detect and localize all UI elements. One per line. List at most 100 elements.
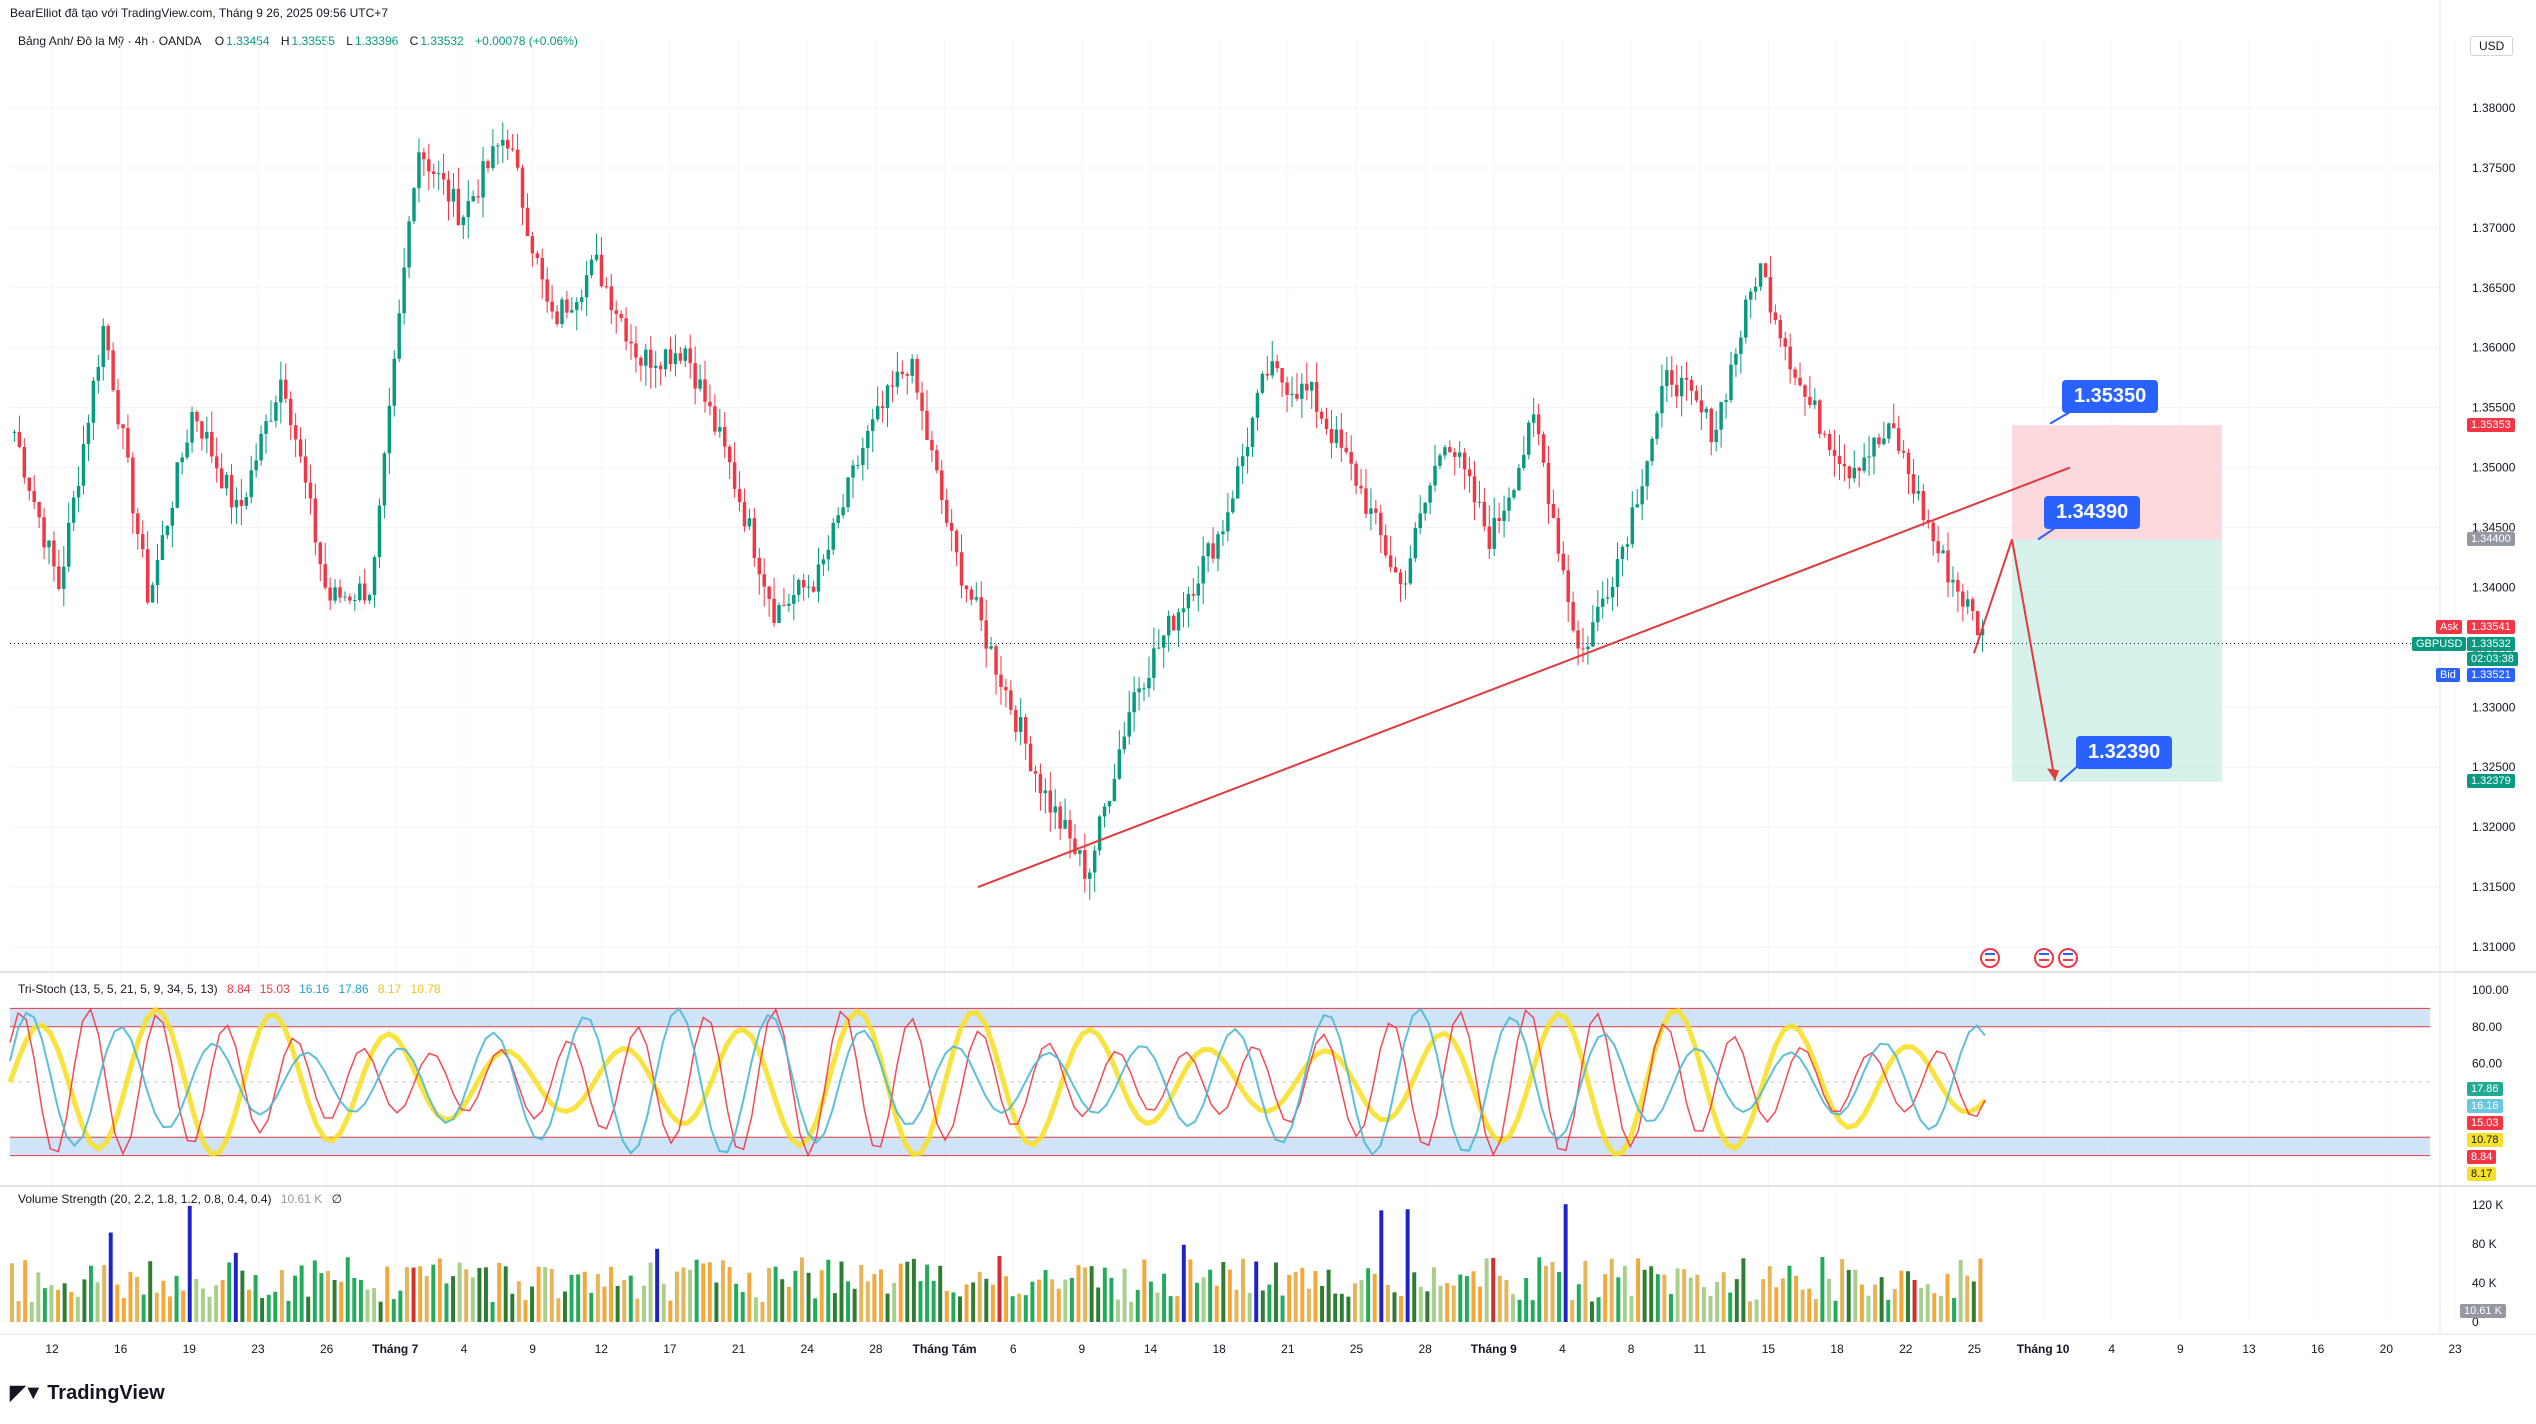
candle-body: [851, 465, 855, 478]
candle-body: [1911, 474, 1916, 494]
stop-callout[interactable]: 1.35350: [2062, 380, 2159, 413]
volume-bar: [457, 1262, 462, 1322]
currency-button[interactable]: USD: [2470, 36, 2514, 56]
candle-body: [732, 462, 737, 489]
candle-body: [1674, 384, 1679, 397]
candle-body: [1290, 393, 1294, 395]
candle-body: [1536, 414, 1541, 435]
candle-body: [1285, 382, 1289, 395]
volume-bar: [1201, 1277, 1206, 1322]
volume-bar: [944, 1290, 949, 1322]
legend-ohlc[interactable]: Bảng Anh/ Đô la Mỹ · 4h · OANDA O 1.33454…: [18, 34, 586, 48]
volume-bar: [1043, 1270, 1048, 1322]
volume-bar: [628, 1275, 633, 1322]
time-axis-label: 12: [595, 1342, 609, 1356]
candle-body: [1014, 709, 1018, 732]
candle-body: [1867, 456, 1871, 458]
candle-body: [101, 325, 105, 368]
volume-bar: [1359, 1280, 1364, 1322]
candle-body: [787, 603, 791, 606]
volume-bar: [898, 1263, 903, 1322]
stoch-value-1: 8.84: [227, 982, 251, 996]
candle-body: [37, 502, 41, 518]
volume-axis-label: 0: [2472, 1315, 2479, 1329]
volume-bar: [1096, 1287, 1101, 1322]
candle-body: [111, 350, 115, 391]
entry-callout[interactable]: 1.34390: [2044, 496, 2141, 529]
volume-bar: [852, 1288, 857, 1322]
volume-bar: [470, 1277, 475, 1322]
candle-body: [1773, 312, 1778, 321]
candle-body: [254, 460, 258, 471]
volume-bar: [964, 1284, 969, 1322]
volume-bar: [1675, 1268, 1680, 1322]
volume-bar: [1701, 1287, 1706, 1322]
volume-bar: [734, 1283, 739, 1322]
candle-body: [1847, 466, 1852, 479]
volume-bar: [1596, 1297, 1601, 1322]
candle-body: [1827, 433, 1832, 451]
overbought-band: [10, 1008, 2430, 1027]
candle-body: [1329, 428, 1334, 444]
volume-bar: [10, 1263, 14, 1322]
target-callout[interactable]: 1.32390: [2076, 736, 2173, 769]
candle-body: [1640, 486, 1644, 505]
volume-bar: [1135, 1289, 1140, 1322]
candle-body: [663, 349, 668, 370]
candle-body: [1448, 447, 1452, 453]
candle-body: [402, 267, 406, 314]
candle-body: [1946, 550, 1950, 583]
candle-body: [76, 485, 81, 498]
volume-bar: [1372, 1273, 1377, 1322]
candle-body: [713, 406, 717, 432]
volume-bar: [141, 1294, 146, 1322]
candle-body: [994, 646, 998, 675]
candle-body: [1556, 518, 1561, 554]
candle-body: [841, 507, 845, 516]
candle-body: [678, 353, 683, 361]
volume-bar: [1820, 1257, 1825, 1322]
price-axis-label: 1.36000: [2472, 341, 2516, 355]
candle-body: [466, 201, 470, 218]
stoch-tag-5: 8.84: [2467, 1150, 2497, 1164]
candle-body: [540, 257, 544, 280]
symbol-title[interactable]: Bảng Anh/ Đô la Mỹ · 4h · OANDA: [18, 34, 202, 48]
stoch-axis-label: 80.00: [2472, 1020, 2502, 1034]
volume-bar: [1445, 1283, 1450, 1322]
volume-bar: [1557, 1272, 1562, 1322]
candle-body: [96, 367, 101, 381]
candle-body: [160, 535, 165, 560]
volume-bar: [1846, 1269, 1851, 1322]
us-event-icon: [1985, 953, 1995, 955]
candle-body: [1270, 361, 1274, 376]
candle-body: [1088, 872, 1092, 879]
candle-body: [525, 207, 530, 237]
candle-body: [224, 474, 229, 489]
candle-body: [1364, 488, 1368, 514]
candle-body: [673, 353, 678, 365]
time-axis-label: 16: [2311, 1342, 2325, 1356]
volume-bar: [339, 1281, 344, 1322]
candle-body: [1428, 485, 1432, 503]
stop-price-tag: 1.35353: [2467, 418, 2515, 432]
volume-bar: [411, 1267, 416, 1322]
volume-bar: [1030, 1281, 1035, 1322]
volume-bar: [516, 1281, 521, 1322]
stoch-legend[interactable]: Tri-Stoch (13, 5, 5, 21, 5, 9, 34, 5, 13…: [18, 982, 441, 996]
candle-body: [1369, 508, 1373, 514]
volume-bar: [918, 1281, 923, 1322]
tradingview-logo[interactable]: ◤▼ TradingView: [10, 1380, 165, 1405]
volume-bar: [299, 1265, 304, 1322]
candle-body: [1388, 555, 1393, 568]
volume-bar: [62, 1283, 67, 1322]
candlestick-series: [12, 122, 1985, 900]
candle-body: [727, 446, 732, 463]
candle-body: [496, 145, 500, 147]
volume-bar: [148, 1261, 153, 1322]
candle-body: [1916, 491, 1921, 494]
us-event-icon: [2063, 953, 2073, 955]
volume-legend[interactable]: Volume Strength (20, 2.2, 1.8, 1.2, 0.8,…: [18, 1192, 342, 1206]
candle-body: [1581, 648, 1585, 650]
candle-body: [1147, 677, 1151, 689]
